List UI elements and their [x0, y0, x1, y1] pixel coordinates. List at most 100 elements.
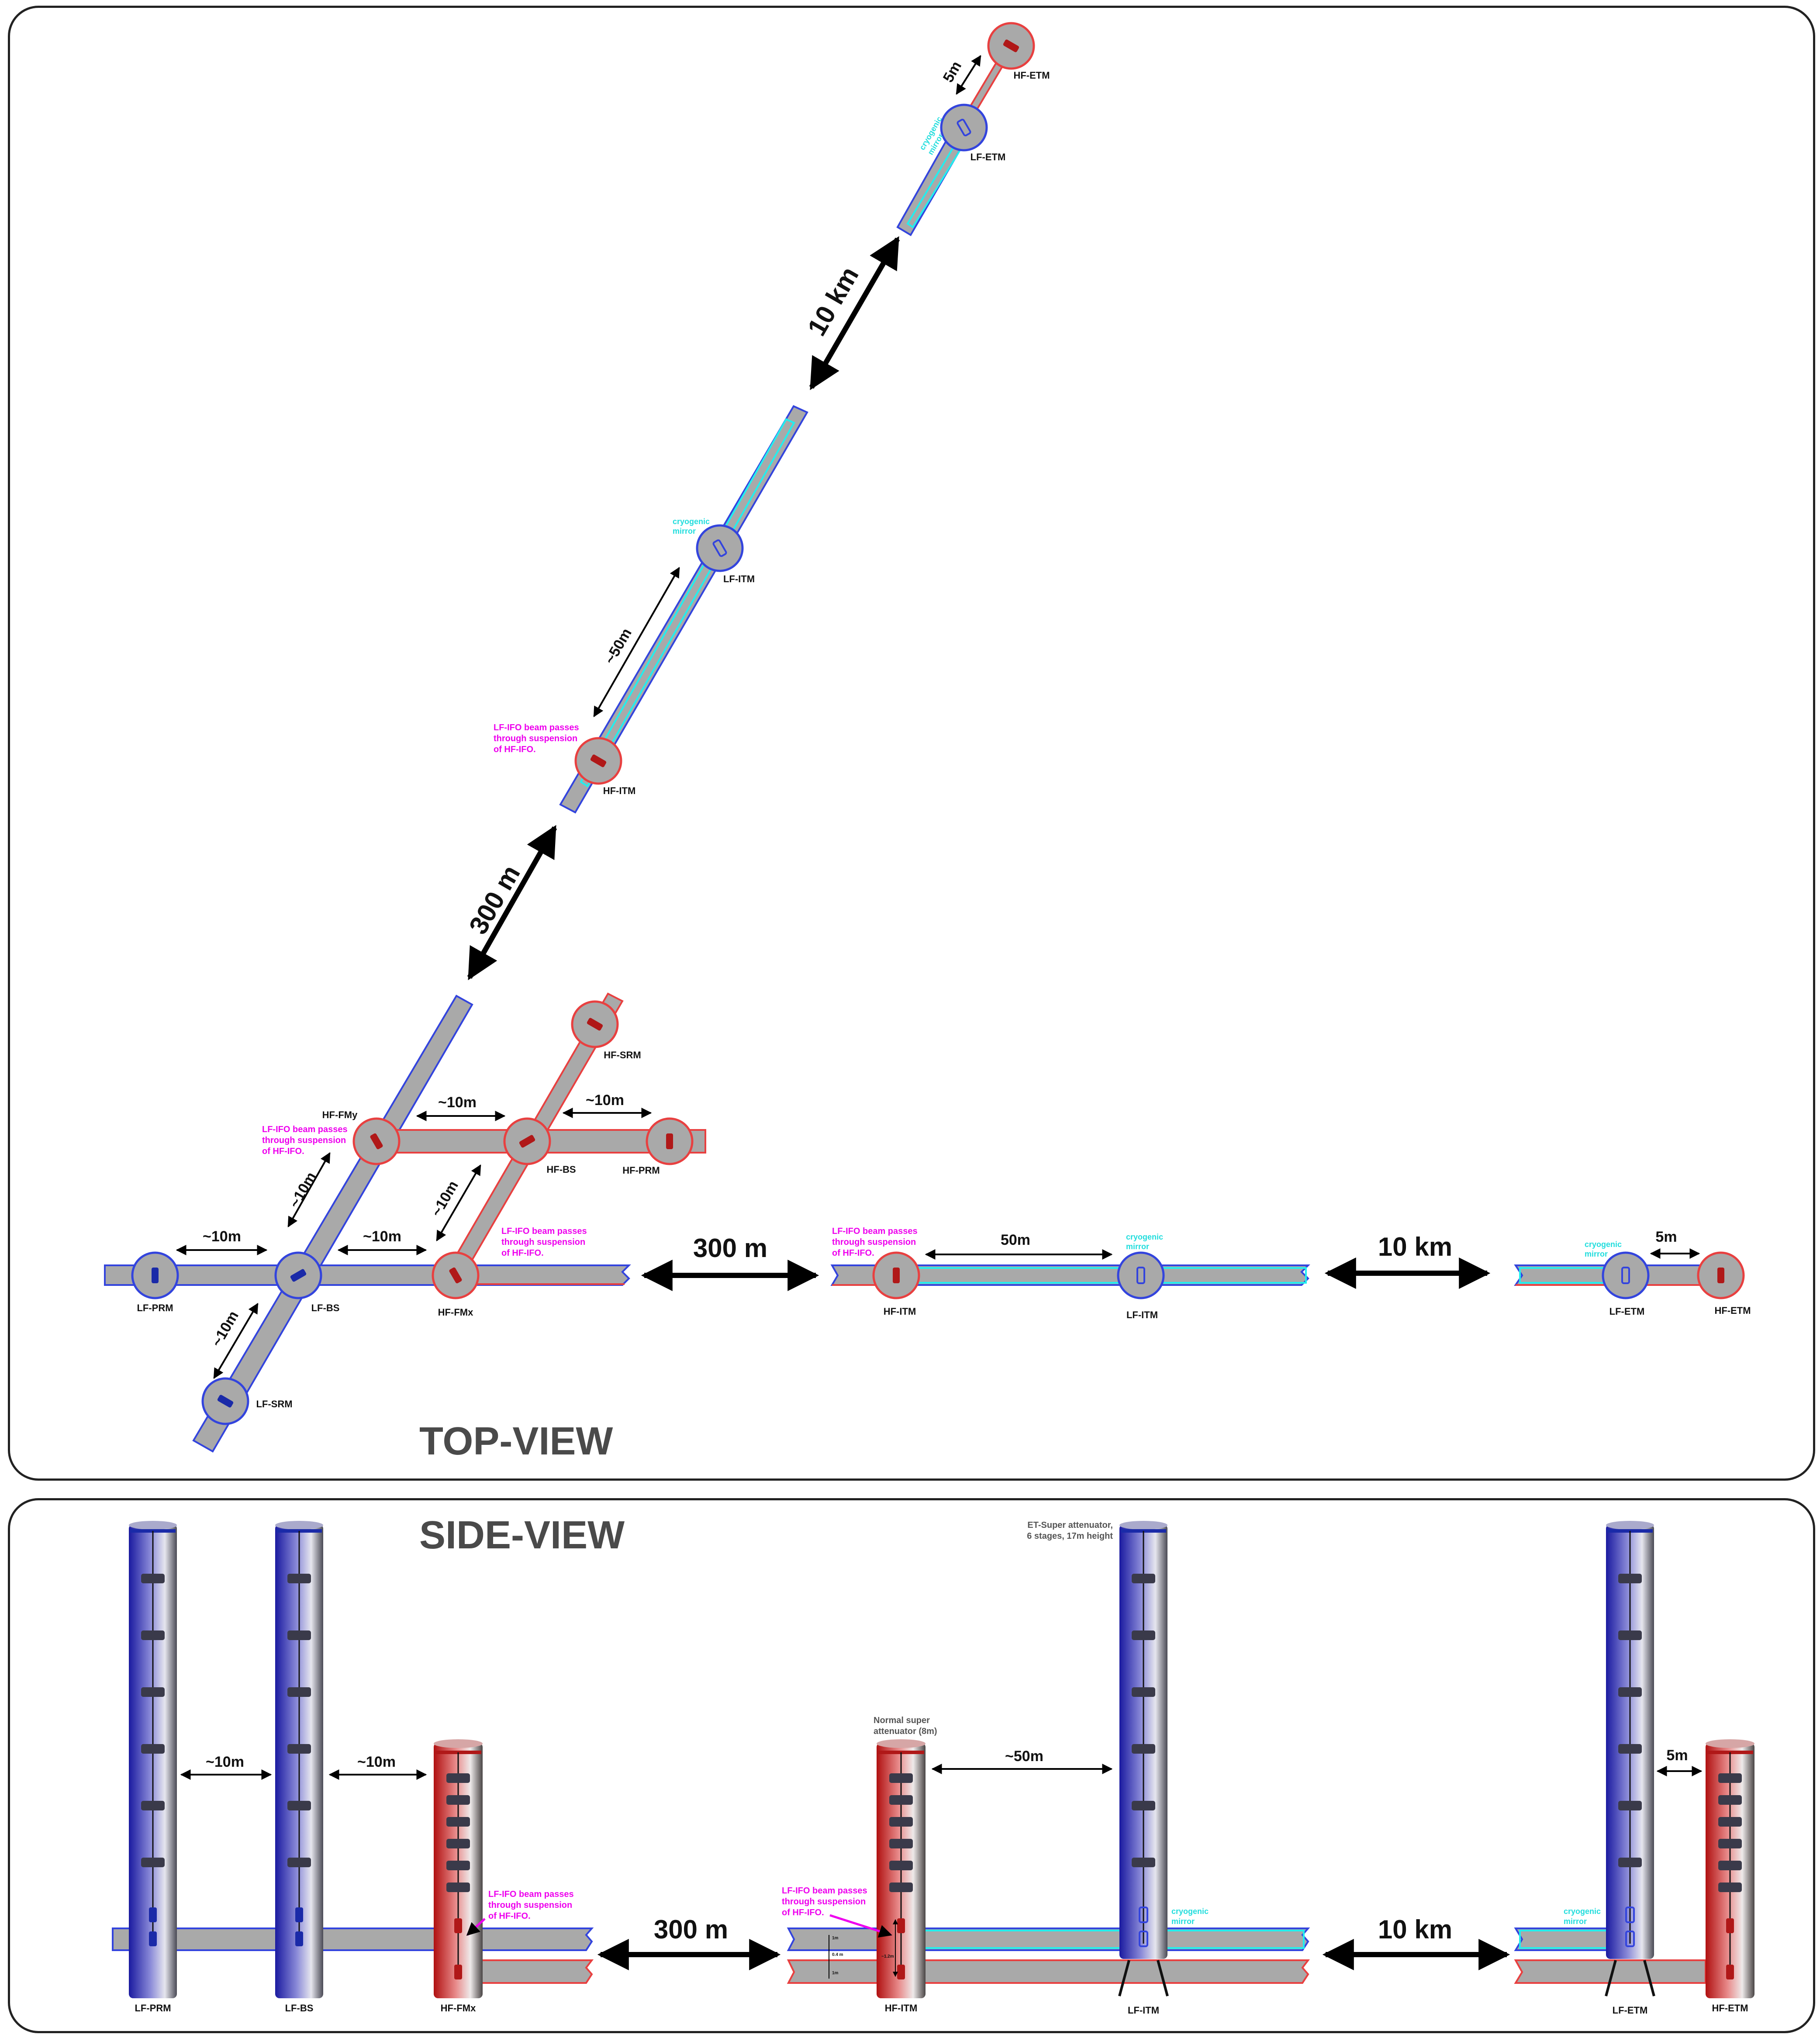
hf-prm-mirror[interactable]: [646, 1117, 694, 1165]
side-label-hf-fmx: HF-FMx: [441, 2003, 476, 2014]
note-beam-pass-hffmy: LF-IFO beam passes through suspension of…: [262, 1125, 348, 1156]
dist-50m-horizontal: 50m: [1001, 1232, 1030, 1248]
lf-etm-mirror[interactable]: [1602, 1251, 1650, 1299]
lf-prm-super-attenuator[interactable]: [129, 1521, 177, 1998]
label-lf-etm: LF-ETM: [1609, 1306, 1645, 1317]
side-note-cryogenic-lfetm: cryogenic mirror: [1564, 1907, 1601, 1926]
label-lf-prm: LF-PRM: [137, 1302, 173, 1313]
side-label-lf-bs: LF-BS: [285, 2003, 314, 2014]
dist-5m-horizontal: 5m: [1655, 1229, 1677, 1245]
lf-itm-super-attenuator[interactable]: [1118, 1521, 1169, 1997]
label-hf-etm-diagonal: HF-ETM: [1013, 70, 1050, 81]
dist-10km-horizontal: 10 km: [1378, 1232, 1452, 1261]
hf-etm-super-attenuator[interactable]: [1706, 1739, 1754, 1998]
svg-text:mirror: mirror: [1564, 1917, 1587, 1926]
label-hf-etm: HF-ETM: [1714, 1305, 1751, 1316]
arrow-hfitm-lfitm: [593, 566, 680, 718]
label-hf-itm: HF-ITM: [884, 1306, 916, 1317]
hf-fmy-mirror[interactable]: [352, 1117, 401, 1165]
lf-bs-mirror[interactable]: [274, 1251, 322, 1299]
svg-text:LF-IFO beam passes: LF-IFO beam passes: [782, 1886, 867, 1896]
svg-text:cryogenic: cryogenic: [1564, 1907, 1601, 1916]
svg-text:LF-IFO beam passes: LF-IFO beam passes: [832, 1226, 918, 1236]
note-super-attenuator: ET-Super attenuator, 6 stages, 17m heigh…: [1027, 1520, 1113, 1541]
svg-text:of HF-IFO.: of HF-IFO.: [782, 1908, 824, 1917]
top-view-title: TOP-VIEW: [419, 1420, 613, 1463]
hf-itm-mirror[interactable]: [872, 1251, 920, 1299]
svg-text:mirror: mirror: [673, 527, 696, 535]
svg-text:of HF-IFO.: of HF-IFO.: [494, 745, 536, 754]
svg-text:6 stages, 17m height: 6 stages, 17m height: [1027, 1531, 1113, 1541]
arrow-lfbs-lfsrm: [213, 1302, 259, 1379]
svg-text:mirror: mirror: [1585, 1250, 1608, 1258]
tube-lf-horizontal-left: [104, 1264, 631, 1286]
dist-hfbs-hfprm: ~10m: [586, 1092, 624, 1109]
side-view-title: SIDE-VIEW: [419, 1513, 625, 1557]
svg-text:LF-IFO beam passes: LF-IFO beam passes: [488, 1889, 574, 1899]
lf-etm-mirror-diagonal[interactable]: [940, 104, 988, 152]
side-dist-300m: 300 m: [654, 1915, 728, 1944]
hf-bs-mirror[interactable]: [503, 1117, 551, 1165]
side-label-lf-etm: LF-ETM: [1613, 2005, 1648, 2016]
side-note-cryogenic-lfitm: cryogenic mirror: [1171, 1907, 1209, 1926]
svg-text:mirror: mirror: [1126, 1242, 1149, 1251]
arrow-5m-diagonal: [956, 55, 981, 95]
svg-text:attenuator (8m): attenuator (8m): [874, 1727, 937, 1736]
hf-fmx-super-attenuator[interactable]: [434, 1739, 483, 1998]
label-hf-fmx: HF-FMx: [438, 1307, 473, 1318]
note-cryogenic-lfitm-diagonal: cryogenic mirror: [673, 517, 710, 535]
tube-diagonal-lower: [192, 995, 473, 1453]
label-lf-itm: LF-ITM: [1126, 1309, 1158, 1320]
lf-itm-mirror-diagonal[interactable]: [696, 524, 744, 572]
side-dist-10km: 10 km: [1378, 1915, 1452, 1944]
side-arrow-beam-pass-hffmx: [466, 1918, 486, 1936]
svg-text:of HF-IFO.: of HF-IFO.: [262, 1147, 304, 1156]
lf-itm-mirror[interactable]: [1117, 1251, 1165, 1299]
label-lf-srm: LF-SRM: [256, 1399, 292, 1409]
svg-text:of HF-IFO.: of HF-IFO.: [832, 1248, 874, 1258]
lf-bs-super-attenuator[interactable]: [275, 1521, 323, 1998]
side-tube-hf-mid: [787, 1959, 1310, 1984]
label-hf-prm: HF-PRM: [622, 1165, 660, 1176]
svg-text:through suspension: through suspension: [488, 1900, 572, 1910]
svg-text:of HF-IFO.: of HF-IFO.: [488, 1911, 531, 1921]
side-label-lf-prm: LF-PRM: [135, 2003, 171, 2014]
label-lf-itm-diagonal: LF-ITM: [723, 573, 755, 584]
dist-lfprm-lfbs: ~10m: [203, 1228, 241, 1245]
svg-text:through suspension: through suspension: [494, 734, 577, 743]
hf-etm-mirror-diagonal[interactable]: [987, 22, 1035, 70]
side-label-hf-itm: HF-ITM: [885, 2003, 918, 2014]
dist-300m-horizontal: 300 m: [693, 1233, 767, 1263]
lf-prm-mirror[interactable]: [131, 1251, 179, 1299]
hf-srm-mirror[interactable]: [571, 1000, 619, 1048]
side-label-lf-itm: LF-ITM: [1128, 2005, 1159, 2016]
arrow-10km-diagonal: [809, 236, 900, 390]
svg-text:ET-Super attenuator,: ET-Super attenuator,: [1027, 1520, 1113, 1530]
svg-text:LF-IFO beam passes: LF-IFO beam passes: [501, 1226, 587, 1236]
note-beam-pass-hfitm: LF-IFO beam passes through suspension of…: [832, 1226, 918, 1258]
svg-text:cryogenic: cryogenic: [673, 517, 710, 526]
label-hf-itm-diagonal: HF-ITM: [603, 785, 636, 796]
dist-5m-diagonal: 5m: [940, 59, 965, 86]
side-note-beam-pass-hffmx: LF-IFO beam passes through suspension of…: [488, 1889, 574, 1921]
top-view: LF-PRM LF-BS LF-SRM HF-FMx HF-FMy HF-BS …: [104, 22, 1751, 1463]
hf-fmx-mirror[interactable]: [432, 1251, 480, 1299]
svg-text:through suspension: through suspension: [832, 1237, 916, 1247]
dist-hffmx-hfbs: ~10m: [428, 1178, 462, 1219]
dist-lfbs-lfsrm: ~10m: [208, 1308, 242, 1350]
hf-itm-mirror-diagonal[interactable]: [574, 737, 622, 785]
svg-text:LF-IFO beam passes: LF-IFO beam passes: [494, 723, 579, 732]
hf-etm-mirror[interactable]: [1697, 1251, 1745, 1299]
svg-text:through suspension: through suspension: [782, 1897, 866, 1907]
dim-1m-top: 1m: [832, 1936, 839, 1941]
lf-srm-mirror[interactable]: [201, 1377, 249, 1425]
side-view: SIDE-VIEW: [112, 1513, 1754, 2016]
label-hf-fmy: HF-FMy: [322, 1109, 358, 1120]
side-dist-hfitm-lfitm: ~50m: [1005, 1748, 1043, 1765]
note-cryogenic-lfitm: cryogenic mirror: [1126, 1233, 1163, 1251]
lf-etm-super-attenuator[interactable]: [1605, 1521, 1655, 1997]
hf-itm-super-attenuator[interactable]: [877, 1739, 926, 1998]
svg-text:Normal super: Normal super: [874, 1716, 930, 1725]
arrow-hffmx-hfbs: [436, 1164, 481, 1242]
